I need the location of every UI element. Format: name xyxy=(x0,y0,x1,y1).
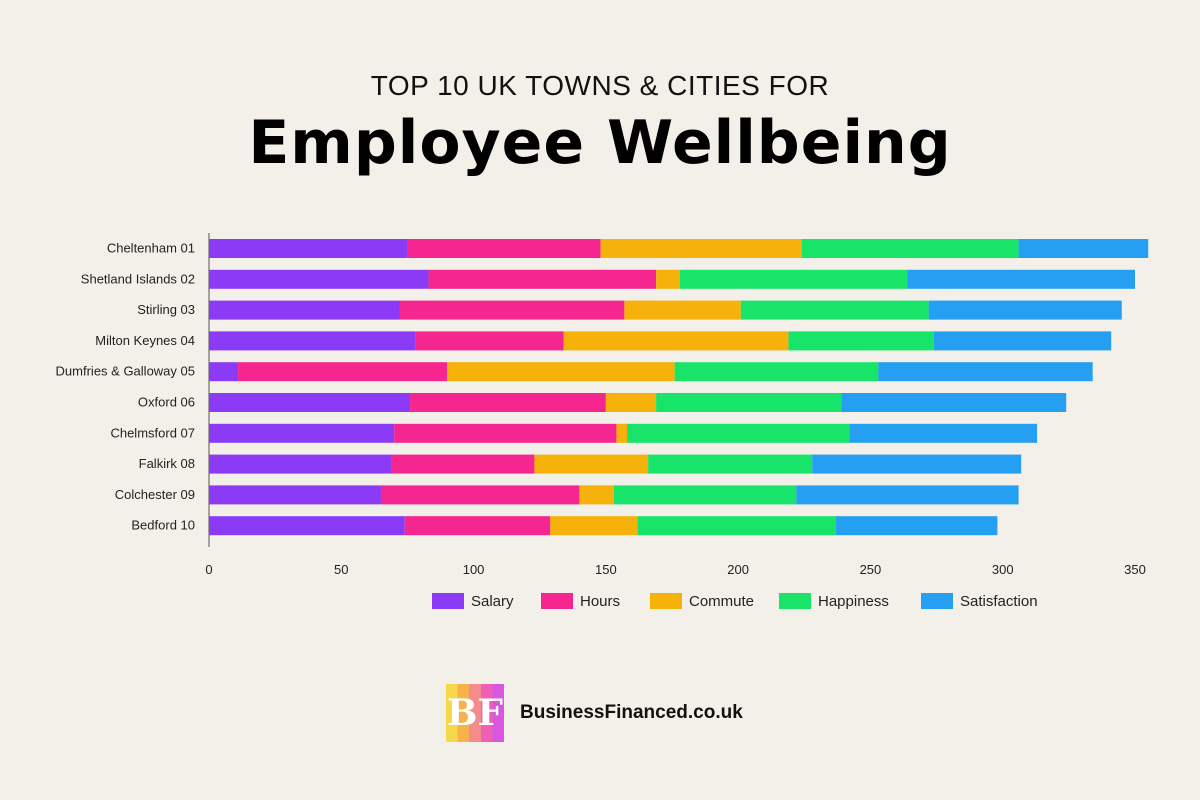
bar-segment-satisfaction xyxy=(836,516,998,536)
legend-swatch-satisfaction xyxy=(921,593,953,609)
bar-segment-satisfaction xyxy=(933,331,1112,351)
x-tick-label: 350 xyxy=(1124,562,1146,577)
bar-segment-commute xyxy=(656,269,680,289)
x-tick-label: 0 xyxy=(205,562,212,577)
bar-segment-commute xyxy=(550,516,638,536)
x-tick-label: 150 xyxy=(595,562,617,577)
bar-segment-salary xyxy=(209,393,411,412)
bar-segment-commute xyxy=(447,362,675,382)
bar-segment-hours xyxy=(410,393,606,412)
bar-segment-happiness xyxy=(740,300,929,320)
brand-footer: BF BusinessFinanced.co.uk xyxy=(446,684,743,742)
x-tick-label: 250 xyxy=(860,562,882,577)
category-label: Stirling 03 xyxy=(137,302,195,317)
bar-segment-hours xyxy=(415,331,564,351)
bar-segment-commute xyxy=(605,393,657,412)
bar-segment-salary xyxy=(209,485,381,505)
bar-segment-hours xyxy=(399,300,625,320)
category-label: Colchester 09 xyxy=(115,487,195,502)
bar-segment-commute xyxy=(579,485,614,505)
bar-segment-salary xyxy=(209,362,239,382)
legend-swatch-happiness xyxy=(779,593,811,609)
bar-segment-commute xyxy=(563,331,789,351)
category-label: Bedford 10 xyxy=(131,518,195,533)
legend-swatch-commute xyxy=(650,593,682,609)
x-tick-label: 300 xyxy=(992,562,1014,577)
bar-segment-hours xyxy=(428,269,657,289)
bar-segment-commute xyxy=(616,423,628,443)
bar-segment-satisfaction xyxy=(849,423,1038,443)
category-label: Falkirk 08 xyxy=(139,456,195,471)
x-tick-label: 200 xyxy=(727,562,749,577)
bar-segment-hours xyxy=(394,423,617,443)
bar-segment-satisfaction xyxy=(841,393,1067,412)
bar-segment-hours xyxy=(380,485,580,505)
legend-label-hours: Hours xyxy=(580,593,620,610)
bar-segment-salary xyxy=(209,300,400,320)
brand-logo-text: BF xyxy=(447,692,503,734)
x-tick-label: 50 xyxy=(334,562,348,577)
category-label: Cheltenham 01 xyxy=(107,241,195,256)
bar-segment-happiness xyxy=(637,516,837,536)
bar-segment-happiness xyxy=(679,269,908,289)
bar-segment-hours xyxy=(404,516,551,536)
bar-segment-commute xyxy=(600,239,802,258)
bar-segment-satisfaction xyxy=(796,485,1019,505)
bar-segment-salary xyxy=(209,454,392,474)
brand-name: BusinessFinanced.co.uk xyxy=(520,702,743,723)
bar-segment-satisfaction xyxy=(907,269,1135,289)
category-label: Oxford 06 xyxy=(138,395,195,410)
bar-segment-happiness xyxy=(627,423,850,443)
legend-label-salary: Salary xyxy=(471,593,514,610)
legend-label-happiness: Happiness xyxy=(818,593,889,610)
bar-segment-hours xyxy=(391,454,535,474)
bar-segment-happiness xyxy=(788,331,934,351)
category-label: Chelmsford 07 xyxy=(110,425,195,440)
bar-segment-commute xyxy=(624,300,741,320)
bar-segment-hours xyxy=(238,362,448,382)
bar-segment-hours xyxy=(407,239,601,258)
bar-segment-salary xyxy=(209,239,408,258)
legend-swatch-hours xyxy=(541,593,573,609)
bar-segment-happiness xyxy=(613,485,797,505)
x-tick-label: 100 xyxy=(463,562,485,577)
bar-segment-salary xyxy=(209,269,429,289)
chart-title-top: TOP 10 UK TOWNS & CITIES FOR xyxy=(370,70,830,101)
legend-label-commute: Commute xyxy=(689,593,754,610)
bar-segment-satisfaction xyxy=(878,362,1093,382)
bar-segment-satisfaction xyxy=(1018,239,1149,258)
category-label: Shetland Islands 02 xyxy=(81,271,195,286)
category-label: Milton Keynes 04 xyxy=(95,333,195,348)
legend-label-satisfaction: Satisfaction xyxy=(960,593,1038,610)
bar-segment-salary xyxy=(209,331,416,351)
category-label: Dumfries & Galloway 05 xyxy=(56,364,195,379)
bar-segment-commute xyxy=(534,454,649,474)
chart-header: TOP 10 UK TOWNS & CITIES FOR Employee We… xyxy=(0,70,1200,178)
legend-swatch-salary xyxy=(432,593,464,609)
bar-segment-salary xyxy=(209,516,405,536)
bar-segment-happiness xyxy=(648,454,813,474)
bar-segment-happiness xyxy=(674,362,879,382)
bar-segment-happiness xyxy=(801,239,1019,258)
bar-segment-satisfaction xyxy=(928,300,1122,320)
bar-segment-salary xyxy=(209,423,395,443)
bar-segment-happiness xyxy=(656,393,842,412)
bar-segment-satisfaction xyxy=(812,454,1022,474)
brand-logo: BF xyxy=(446,684,504,742)
chart-title-main: Employee Wellbeing xyxy=(248,108,952,178)
